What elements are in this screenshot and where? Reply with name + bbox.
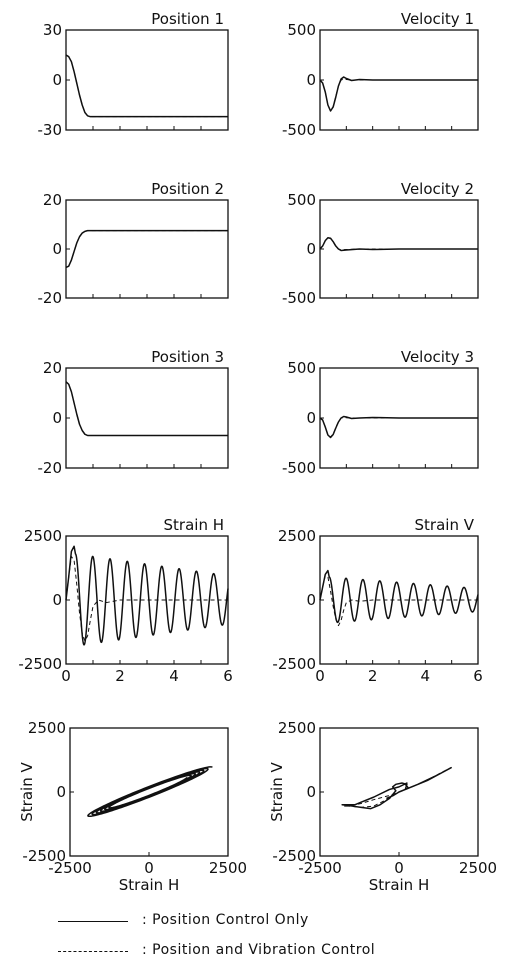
chart-panel-10: 2500 0 -2500-2500 0 2500 Strain H Strain V	[268, 719, 497, 894]
x-tick-label: 0	[61, 667, 71, 685]
y-tick-label: 0	[52, 240, 62, 258]
legend-solid: : Position Control Only	[50, 912, 500, 932]
plot-frame	[65, 199, 229, 299]
series-line-solid	[65, 381, 228, 437]
chart-title: Position 1	[151, 10, 224, 28]
chart-title: Velocity 2	[401, 180, 474, 198]
chart-title: Position 2	[151, 180, 224, 198]
y-tick-label: -20	[38, 289, 63, 307]
series-line-dashed	[343, 767, 452, 808]
legend-dashed-label: : Position and Vibration Control	[142, 942, 376, 958]
x-tick-label: 4	[421, 667, 431, 685]
y-tick-label: -2500	[272, 655, 316, 673]
chart-title: Position 3	[151, 348, 224, 366]
plot-frame	[65, 29, 229, 131]
chart-panel-3: Position 2 20 0 -20	[38, 180, 229, 307]
y-tick-label: -2500	[18, 655, 62, 673]
series-line-solid	[319, 569, 479, 624]
y-tick-label: 2500	[278, 527, 316, 545]
chart-title: Velocity 3	[401, 348, 474, 366]
y-tick-label: -20	[38, 459, 63, 477]
x-axis-label: Strain H	[369, 876, 429, 894]
chart-panel-4: Velocity 2 500 0 -500	[282, 180, 479, 307]
x-tick-label: 2	[368, 667, 378, 685]
legend-dashed: : Position and Vibration Control	[50, 942, 500, 962]
y-tick-label: 0	[56, 783, 66, 801]
x-tick-label: 0	[144, 859, 154, 877]
y-axis-label: Strain V	[268, 762, 286, 822]
x-tick-label: 2500	[459, 859, 497, 877]
series-line-solid	[319, 236, 478, 252]
series-line-solid	[87, 766, 213, 818]
y-tick-label: 30	[43, 21, 62, 39]
chart-panel-2: Velocity 1 500 0 -500	[282, 10, 479, 139]
legend-solid-swatch	[58, 921, 128, 922]
chart-panel-1: Position 1 30 0 -30	[38, 10, 229, 139]
series-line-solid	[319, 415, 478, 439]
y-tick-label: 0	[306, 783, 316, 801]
x-tick-label: 4	[169, 667, 179, 685]
legend-dashed-swatch	[58, 951, 128, 952]
series-line-solid	[65, 545, 229, 646]
series-line-dashed	[65, 54, 228, 118]
series-line-solid	[65, 229, 228, 269]
y-tick-label: 0	[52, 409, 62, 427]
series-line-dashed	[65, 381, 228, 436]
y-tick-label: 2500	[278, 719, 316, 737]
y-tick-label: 0	[52, 591, 62, 609]
y-tick-label: -500	[282, 289, 316, 307]
y-tick-label: 0	[52, 71, 62, 89]
chart-panel-6: Velocity 3 500 0 -500	[282, 348, 479, 477]
series-line-dashed	[319, 78, 478, 111]
chart-panel-5: Position 3 20 0 -20	[38, 348, 229, 477]
chart-panel-9: 2500 0 -2500-2500 0 2500 Strain H Strain V	[18, 719, 247, 894]
chart-title: Strain H	[164, 516, 224, 534]
y-tick-label: 0	[306, 409, 316, 427]
series-line-dashed	[65, 555, 228, 642]
x-tick-label: 2500	[209, 859, 247, 877]
x-tick-label: 0	[394, 859, 404, 877]
x-tick-label: 0	[315, 667, 325, 685]
chart-title: Velocity 1	[401, 10, 474, 28]
x-tick-label: 6	[223, 667, 233, 685]
series-line-dashed	[319, 237, 478, 251]
x-tick-label: -2500	[298, 859, 342, 877]
y-tick-label: 20	[43, 191, 62, 209]
y-tick-label: 500	[287, 191, 316, 209]
y-tick-label: 2500	[24, 527, 62, 545]
x-tick-label: -2500	[48, 859, 92, 877]
y-tick-label: 2500	[28, 719, 66, 737]
y-tick-label: -500	[282, 121, 316, 139]
series-line-solid	[65, 54, 228, 118]
y-tick-label: 0	[306, 71, 316, 89]
x-axis-label: Strain H	[119, 876, 179, 894]
y-tick-label: -500	[282, 459, 316, 477]
y-tick-label: -30	[38, 121, 63, 139]
plot-frame	[69, 727, 229, 857]
x-tick-label: 2	[115, 667, 125, 685]
chart-title: Strain V	[415, 516, 475, 534]
y-tick-label: -2500	[22, 847, 66, 865]
y-tick-label: 500	[287, 359, 316, 377]
y-tick-label: 0	[306, 591, 316, 609]
x-tick-label: 6	[473, 667, 483, 685]
series-line-solid	[341, 766, 452, 810]
y-tick-label: 500	[287, 21, 316, 39]
y-tick-label: -2500	[272, 847, 316, 865]
series-line-dashed	[319, 417, 478, 438]
y-tick-label: 0	[306, 240, 316, 258]
figure-canvas: Position 1 30 0 -30 Velocity 1 500 0 -500 Positi…	[18, 10, 497, 894]
y-axis-label: Strain V	[18, 762, 36, 822]
y-tick-label: 20	[43, 359, 62, 377]
plot-frame	[65, 367, 229, 469]
series-line-dashed	[65, 230, 228, 268]
legend-solid-label: : Position Control Only	[142, 912, 309, 928]
series-line-solid	[319, 76, 478, 112]
